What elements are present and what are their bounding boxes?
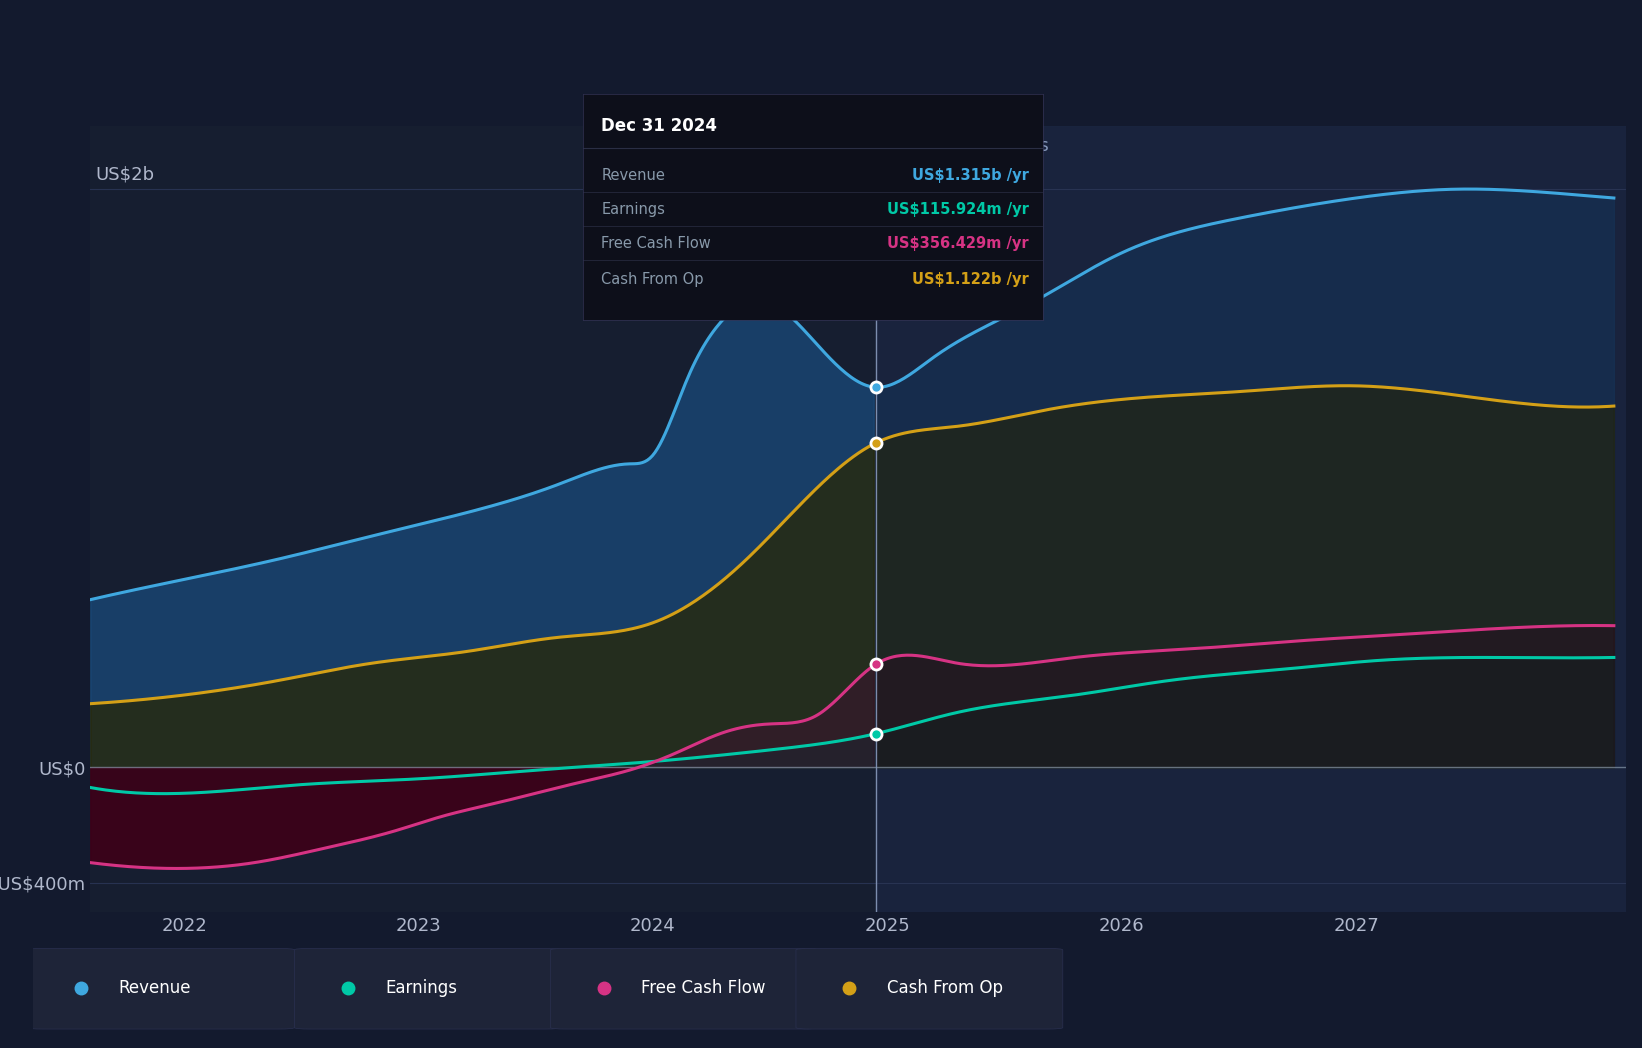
- Text: Earnings: Earnings: [386, 979, 456, 997]
- Text: Dec 31 2024: Dec 31 2024: [601, 117, 718, 135]
- Text: Revenue: Revenue: [118, 979, 190, 997]
- FancyBboxPatch shape: [294, 948, 562, 1029]
- Text: Revenue: Revenue: [601, 168, 665, 183]
- Text: Cash From Op: Cash From Op: [601, 271, 704, 286]
- Text: US$2b: US$2b: [95, 166, 154, 183]
- FancyBboxPatch shape: [796, 948, 1062, 1029]
- FancyBboxPatch shape: [550, 948, 818, 1029]
- Text: Analysts Forecasts: Analysts Forecasts: [895, 137, 1049, 155]
- Text: Cash From Op: Cash From Op: [887, 979, 1003, 997]
- Text: US$115.924m /yr: US$115.924m /yr: [887, 201, 1030, 217]
- Text: US$1.122b /yr: US$1.122b /yr: [911, 271, 1030, 286]
- Text: Free Cash Flow: Free Cash Flow: [601, 236, 711, 250]
- FancyBboxPatch shape: [28, 948, 294, 1029]
- Text: Earnings: Earnings: [601, 201, 665, 217]
- Bar: [875, 126, 1626, 912]
- Text: Past: Past: [823, 137, 864, 155]
- Text: US$1.315b /yr: US$1.315b /yr: [911, 168, 1030, 183]
- Text: US$356.429m /yr: US$356.429m /yr: [887, 236, 1030, 250]
- Text: Free Cash Flow: Free Cash Flow: [642, 979, 765, 997]
